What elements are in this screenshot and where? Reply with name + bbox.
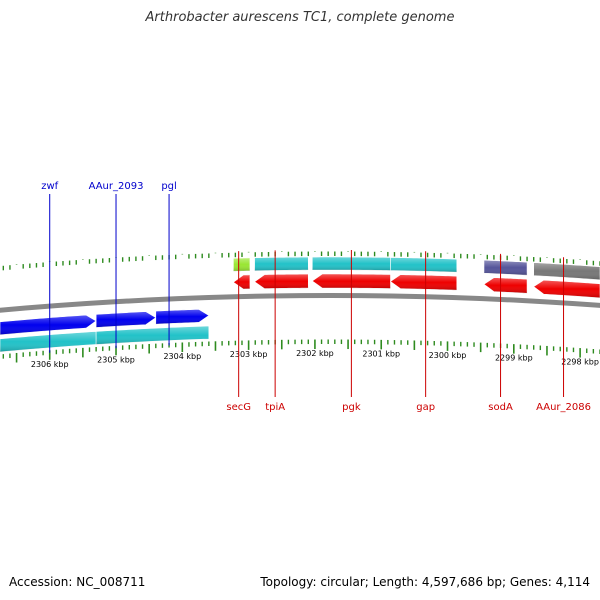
reverse-gene-shade — [483, 277, 528, 294]
forward-gene-track — [0, 309, 210, 336]
tick-label-group: 2306 kbp 2305 kbp 2304 kbp 2303 kbp 2302 kbp… — [31, 349, 599, 369]
accession-text: Accession: NC_008711 — [9, 575, 146, 589]
reverse-gene-label: tpiA — [265, 402, 285, 413]
reverse-gene-label: sodA — [488, 402, 513, 413]
reverse-cds-track — [233, 256, 600, 281]
scale-tick-label: 2305 kbp — [97, 355, 135, 364]
scale-tick-label: 2298 kbp — [561, 358, 599, 367]
reverse-gene-label: secG — [226, 402, 251, 413]
reverse-cds-shade — [254, 257, 309, 271]
forward-gene-shade — [0, 315, 97, 335]
backbone-arc — [0, 293, 600, 313]
forward-label-group: zwf AAur_2093 pgl — [41, 181, 177, 353]
forward-cds-shade — [0, 331, 97, 352]
forward-gene-label: zwf — [41, 181, 58, 192]
scale-tick-label: 2302 kbp — [296, 349, 334, 358]
forward-gene-label: pgl — [161, 181, 176, 192]
forward-cds-track — [0, 325, 210, 353]
backbone-track — [0, 293, 600, 313]
reverse-gene-label: gap — [416, 402, 435, 413]
reverse-gene-shade — [254, 274, 309, 289]
reverse-gene-track — [232, 273, 600, 299]
forward-gene-label: AAur_2093 — [89, 181, 144, 192]
forward-gene-shade — [96, 311, 156, 328]
reverse-gene-shade — [533, 280, 600, 298]
inner-tick-track — [2, 251, 600, 271]
reverse-gene-shade — [233, 274, 250, 290]
reverse-cds-shade — [533, 262, 600, 280]
scale-tick-label: 2304 kbp — [163, 352, 201, 361]
reverse-cds-shade — [390, 257, 457, 273]
map-title: Arthrobacter aurescens TC1, complete gen… — [145, 10, 455, 25]
scale-tick-label: 2303 kbp — [230, 350, 268, 359]
reverse-label-group: secG tpiA pgk gap sodA AAur_2086 — [226, 250, 591, 413]
scale-tick-label: 2301 kbp — [362, 349, 400, 358]
genome-summary-text: Topology: circular; Length: 4,597,686 bp… — [260, 575, 590, 589]
scale-tick-label: 2306 kbp — [31, 360, 69, 369]
reverse-gene-label: AAur_2086 — [536, 402, 591, 413]
reverse-cds-shade — [233, 257, 250, 272]
reverse-gene-label: pgk — [342, 402, 361, 413]
reverse-cds-shade — [483, 260, 528, 276]
reverse-gene-shade — [390, 274, 457, 291]
forward-cds-shade — [96, 326, 209, 345]
scale-tick-label: 2300 kbp — [429, 351, 467, 360]
forward-gene-shade — [155, 309, 209, 325]
scale-tick-label: 2299 kbp — [495, 354, 533, 363]
